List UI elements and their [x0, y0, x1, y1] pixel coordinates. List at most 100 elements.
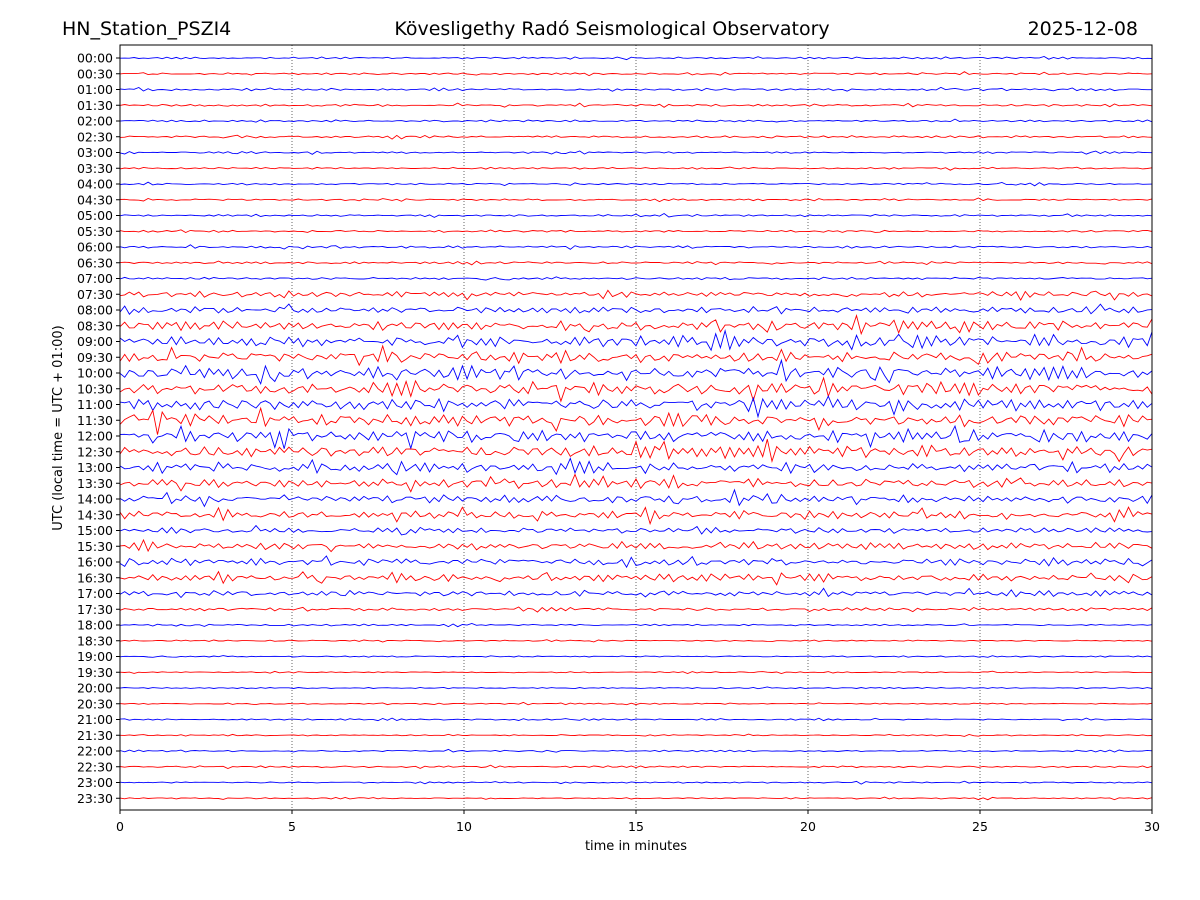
y-tick-label: 01:30: [77, 98, 113, 113]
y-tick-label: 18:30: [77, 633, 113, 648]
trace-1930: [119, 670, 1152, 674]
y-tick-label: 21:30: [77, 728, 113, 743]
x-tick-label: 15: [628, 819, 644, 834]
plot-frame: [119, 44, 1153, 811]
x-tick-label: 0: [116, 819, 124, 834]
y-tick-label: 11:30: [77, 413, 113, 428]
trace-1900: [119, 655, 1153, 658]
trace-0100: [119, 86, 1152, 92]
trace-0630: [119, 260, 1153, 266]
y-tick-label: 00:30: [77, 66, 113, 81]
y-axis-label: UTC (local time = UTC + 01:00): [51, 325, 66, 530]
x-tick-label: 20: [800, 819, 816, 834]
y-tick-label: 08:00: [77, 303, 113, 318]
y-tick-label: 16:00: [77, 555, 113, 570]
y-tick-label: 08:30: [77, 318, 113, 333]
seismogram-traces: [119, 56, 1153, 801]
chart-title: Kövesligethy Radó Seismological Observat…: [394, 18, 829, 40]
y-tick-label: 22:00: [77, 744, 113, 759]
y-tick-label: 06:30: [77, 255, 113, 270]
y-tick-label: 19:30: [77, 665, 113, 680]
trace-1700: [119, 587, 1153, 599]
trace-0500: [119, 212, 1153, 218]
trace-0200: [119, 118, 1153, 123]
trace-2100: [119, 717, 1153, 722]
y-tick-label: 10:30: [77, 381, 113, 396]
trace-1730: [119, 606, 1153, 613]
trace-0230: [119, 134, 1153, 140]
y-tick-label: 23:30: [77, 791, 113, 806]
trace-0430: [119, 197, 1153, 203]
y-tick-label: 18:00: [77, 618, 113, 633]
station-name: HN_Station_PSZI4: [62, 18, 231, 40]
y-tick-label: 13:00: [77, 460, 113, 475]
trace-1330: [119, 473, 1153, 493]
y-tick-label: 01:00: [77, 82, 113, 97]
x-tick-label: 30: [1144, 819, 1160, 834]
y-tick-label: 20:30: [77, 696, 113, 711]
trace-1030: [119, 376, 1153, 403]
trace-1800: [119, 623, 1153, 628]
trace-1230: [119, 439, 1153, 464]
trace-0330: [119, 166, 1153, 171]
trace-0700: [119, 276, 1153, 281]
x-tick-label: 5: [288, 819, 296, 834]
trace-2330: [119, 796, 1153, 801]
y-tick-label: 03:30: [77, 161, 113, 176]
y-tick-label: 20:00: [77, 681, 113, 696]
trace-0030: [119, 71, 1153, 77]
trace-1830: [119, 639, 1153, 643]
trace-1530: [119, 538, 1153, 553]
trace-1200: [119, 424, 1153, 451]
y-tick-label: 13:30: [77, 476, 113, 491]
y-tick-label: 14:00: [77, 492, 113, 507]
y-tick-label: 11:00: [77, 397, 113, 412]
y-tick-label: 09:30: [77, 350, 113, 365]
y-tick-label: 12:00: [77, 429, 113, 444]
y-tick-label: 03:00: [77, 145, 113, 160]
trace-1100: [119, 395, 1153, 419]
trace-0930: [119, 344, 1153, 367]
grid-lines: [291, 45, 981, 810]
trace-2200: [119, 748, 1153, 753]
y-tick-label: 12:30: [77, 444, 113, 459]
y-tick-label: 23:00: [77, 775, 113, 790]
y-tick-label: 21:00: [77, 712, 113, 727]
y-tick-label: 02:00: [77, 114, 113, 129]
trace-1400: [119, 488, 1153, 508]
trace-0800: [119, 303, 1153, 315]
x-tick-label: 10: [456, 819, 472, 834]
trace-2300: [119, 780, 1153, 785]
x-axis-ticks: 0 5 10 15 20 25 30: [116, 810, 1160, 834]
y-tick-label: 19:00: [77, 649, 113, 664]
y-tick-label: 15:30: [77, 539, 113, 554]
trace-2030: [119, 701, 1153, 706]
trace-0000: [119, 56, 1153, 61]
y-tick-label: 04:00: [77, 177, 113, 192]
y-tick-label: 17:30: [77, 602, 113, 617]
trace-0830: [119, 314, 1153, 336]
y-tick-label: 09:00: [77, 334, 113, 349]
y-tick-label: 14:30: [77, 507, 113, 522]
trace-1130: [119, 406, 1153, 435]
y-tick-label: 22:30: [77, 759, 113, 774]
trace-0400: [119, 181, 1153, 187]
trace-1000: [119, 358, 1153, 385]
y-tick-label: 10:00: [77, 366, 113, 381]
trace-0600: [119, 244, 1153, 250]
y-tick-label: 16:30: [77, 570, 113, 585]
x-axis-label: time in minutes: [585, 839, 687, 854]
y-tick-label: 04:30: [77, 192, 113, 207]
x-tick-label: 25: [972, 819, 988, 834]
y-tick-label: 02:30: [77, 129, 113, 144]
chart-date: 2025-12-08: [1028, 18, 1138, 40]
trace-0530: [119, 229, 1153, 234]
y-tick-label: 05:00: [77, 208, 113, 223]
y-tick-label: 07:30: [77, 287, 113, 302]
trace-0300: [119, 150, 1153, 155]
trace-1630: [119, 570, 1153, 586]
trace-1600: [119, 555, 1153, 569]
y-axis-ticks: 00:0000:3001:0001:3002:0002:3003:0003:30…: [77, 51, 120, 806]
trace-2000: [119, 686, 1153, 690]
